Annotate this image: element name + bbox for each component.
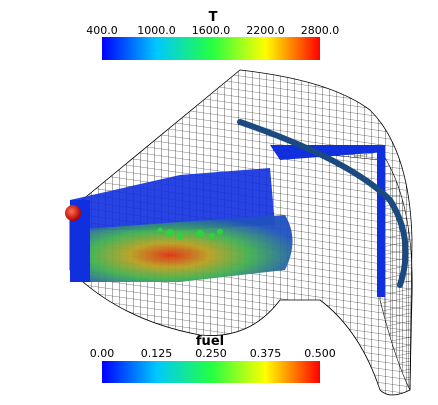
- tick-label: 0.500: [304, 347, 336, 360]
- colorbar: T 400.0 1000.0 1600.0 2200.0 2800.0: [86, 10, 339, 60]
- colorbar: fuel 0.00 0.125 0.250 0.375 0.500: [90, 334, 336, 383]
- plane-top: [270, 145, 385, 160]
- tick-label: 0.250: [195, 347, 227, 360]
- colorbar-gradient: [102, 37, 320, 60]
- tube: [237, 119, 409, 288]
- tick-label: 0.125: [141, 347, 173, 360]
- tick-label: 400.0: [86, 24, 118, 37]
- droplets: [157, 227, 223, 240]
- colorbar-ticks: 400.0 1000.0 1600.0 2200.0 2800.0: [86, 24, 339, 37]
- temperature-slice: [70, 215, 293, 282]
- colorbar-ticks: 0.00 0.125 0.250 0.375 0.500: [90, 347, 336, 360]
- scene: [65, 69, 413, 396]
- colorbar-gradient: [102, 361, 320, 383]
- plane-right: [377, 145, 385, 297]
- tick-label: 1000.0: [137, 24, 176, 37]
- wireframe-side: [279, 149, 413, 391]
- colorbar-title: T: [209, 10, 218, 25]
- tick-label: 1600.0: [192, 24, 231, 37]
- tick-label: 2800.0: [301, 24, 340, 37]
- plane-upper: [70, 168, 275, 230]
- colorbar-title: fuel: [196, 334, 224, 349]
- tick-label: 0.375: [250, 347, 282, 360]
- injector: [65, 205, 81, 221]
- tick-label: 2200.0: [246, 24, 285, 37]
- tick-label: 0.00: [90, 347, 115, 360]
